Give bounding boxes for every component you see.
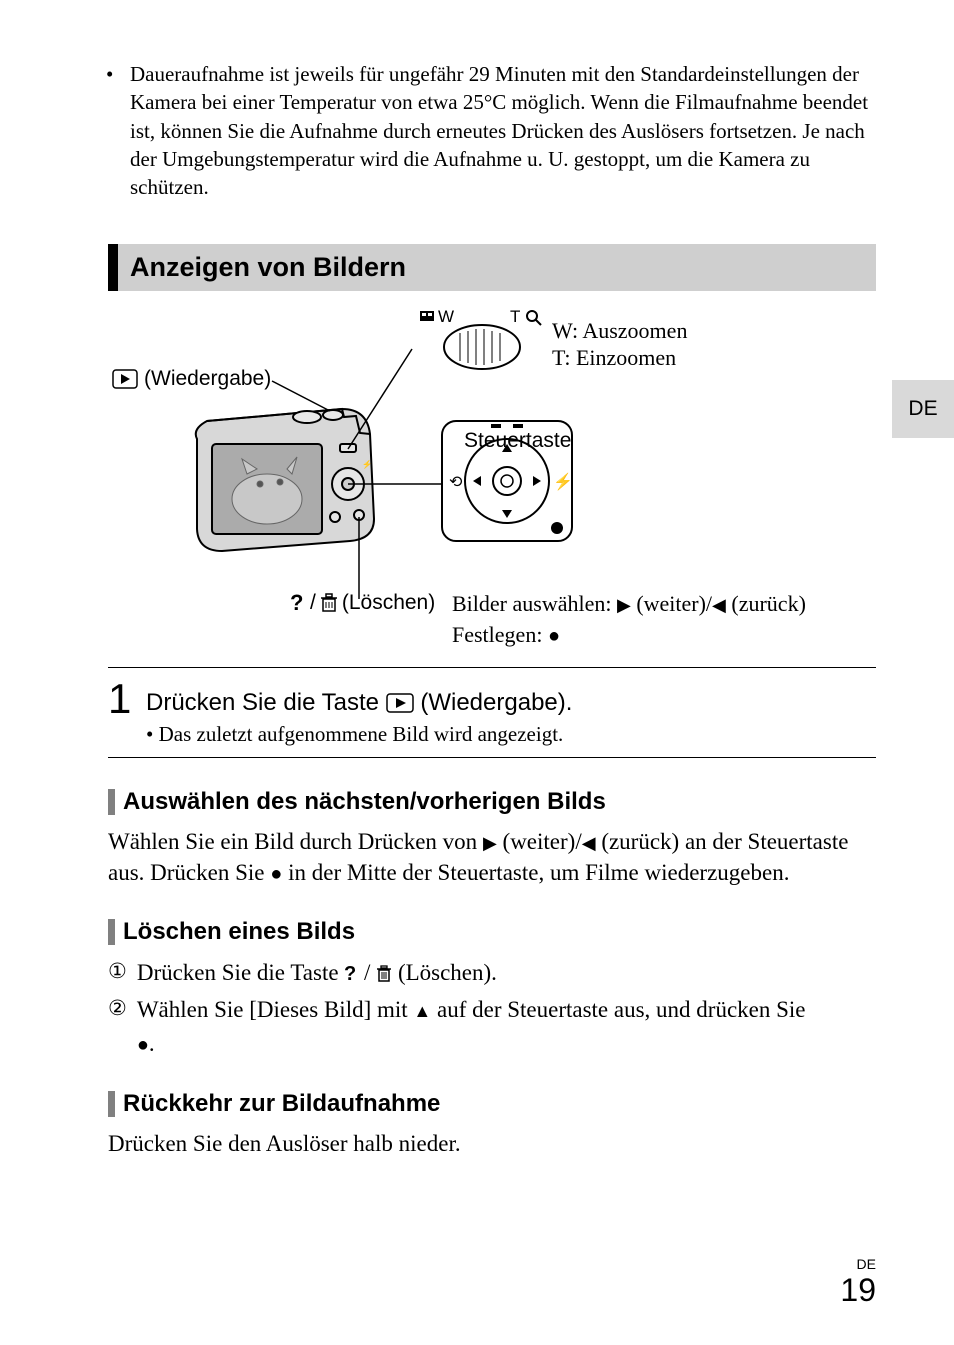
play-icon xyxy=(112,369,138,389)
playback-label: (Wiedergabe) xyxy=(112,367,271,391)
page-number: DE 19 xyxy=(840,1256,876,1309)
sub3-body: Drücken Sie den Auslöser halb nieder. xyxy=(108,1128,876,1159)
subhead-select: Auswählen des nächsten/vorherigen Bilds xyxy=(108,788,876,816)
zoom-caption: W: Auszoomen T: Einzoomen xyxy=(552,317,687,372)
play-icon xyxy=(386,693,414,713)
zoom-w-label: W xyxy=(438,307,454,327)
language-tab: DE xyxy=(892,380,954,438)
top-note: • Daueraufnahme ist jeweils für ungefähr… xyxy=(108,60,876,202)
select-caption: Bilder auswählen: ▶ (weiter)/◀ (zurück) … xyxy=(452,589,806,651)
subhead-delete: Löschen eines Bilds xyxy=(108,918,876,946)
diagram: ⚡ xyxy=(112,309,872,659)
step-1: 1 Drücken Sie die Taste (Wiedergabe). • … xyxy=(108,667,876,758)
svg-text:⟲: ⟲ xyxy=(449,474,463,491)
svg-text:⚡: ⚡ xyxy=(553,472,573,491)
top-note-text: Daueraufnahme ist jeweils für ungefähr 2… xyxy=(108,60,876,202)
section-title: Anzeigen von Bildern xyxy=(108,244,876,291)
trash-icon xyxy=(320,593,338,613)
svg-text:?: ? xyxy=(344,963,356,985)
question-icon: ? xyxy=(290,592,306,614)
circled-1: ① xyxy=(108,956,127,989)
delete-label: ? / (Löschen) xyxy=(290,591,435,615)
step-sub: • Das zuletzt aufgenommene Bild wird ang… xyxy=(108,722,876,747)
subhead-return: Rückkehr zur Bildaufnahme xyxy=(108,1090,876,1118)
circled-2: ② xyxy=(108,993,127,1060)
delete-steps: ① Drücken Sie die Taste ? / (Löschen). ② xyxy=(108,956,876,1060)
svg-text:⚡: ⚡ xyxy=(362,459,372,469)
zoom-t-label: T xyxy=(510,307,520,327)
steuer-label: Steuertaste xyxy=(464,429,571,453)
subhead-bar xyxy=(108,919,115,945)
trash-icon xyxy=(376,965,392,983)
question-icon: ? xyxy=(344,963,358,983)
step-number: 1 xyxy=(108,678,142,720)
subhead-bar xyxy=(108,1091,115,1117)
svg-text:?: ? xyxy=(290,590,303,615)
subhead-bar xyxy=(108,789,115,815)
step-text: Drücken Sie die Taste (Wiedergabe). xyxy=(146,678,572,720)
sub1-body: Wählen Sie ein Bild durch Drücken von ▶ … xyxy=(108,826,876,888)
